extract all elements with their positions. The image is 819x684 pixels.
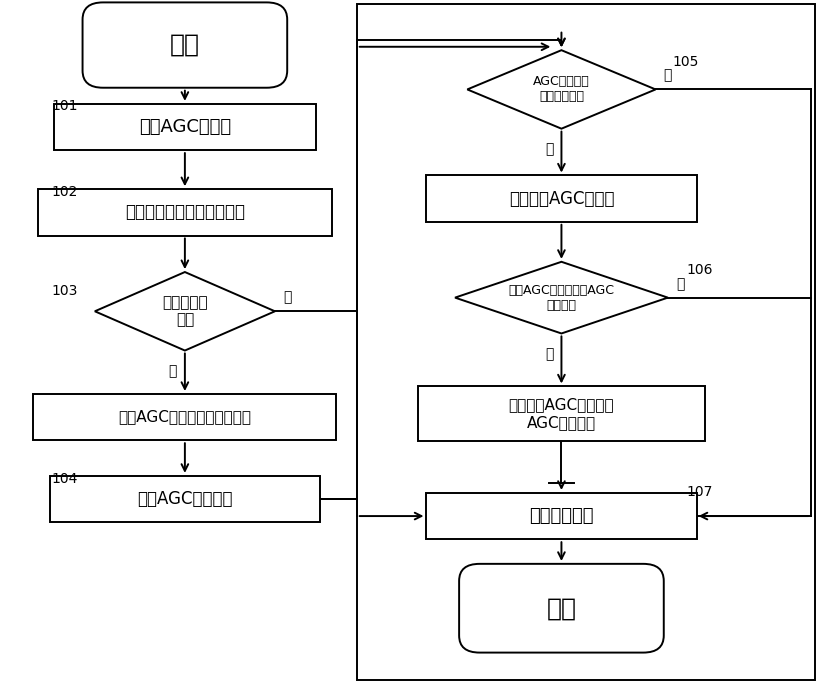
Text: 否: 否 (675, 277, 684, 291)
Text: 根据AGC增益值调整接收信号: 根据AGC增益值调整接收信号 (118, 410, 251, 425)
Text: 测量各频点信号的平均功率: 测量各频点信号的平均功率 (124, 203, 245, 222)
Text: 否: 否 (663, 68, 672, 83)
Polygon shape (455, 262, 667, 334)
Text: 计算AGC调整增量: 计算AGC调整增量 (137, 490, 233, 508)
FancyBboxPatch shape (418, 386, 704, 441)
Text: 107: 107 (686, 485, 713, 499)
Text: 106: 106 (686, 263, 713, 277)
Text: 101: 101 (52, 99, 78, 114)
Text: 是否为数据
信号: 是否为数据 信号 (162, 295, 207, 328)
FancyBboxPatch shape (50, 476, 319, 522)
Text: 是: 是 (168, 364, 177, 378)
Text: 103: 103 (52, 284, 78, 298)
Polygon shape (95, 272, 274, 350)
FancyBboxPatch shape (38, 189, 332, 235)
Polygon shape (467, 50, 654, 129)
Text: AGC调整增量
大于调整门限: AGC调整增量 大于调整门限 (532, 75, 589, 103)
Text: 开始: 开始 (170, 33, 200, 57)
FancyBboxPatch shape (426, 493, 695, 539)
Bar (356, 4, 814, 680)
Text: 设置新的AGC增益值为
AGC增益量程: 设置新的AGC增益值为 AGC增益量程 (508, 397, 613, 430)
Text: 104: 104 (52, 471, 78, 486)
Text: 设置AGC初始值: 设置AGC初始值 (138, 118, 231, 136)
FancyBboxPatch shape (34, 394, 336, 440)
Text: 是: 是 (545, 142, 553, 157)
Text: 102: 102 (52, 185, 78, 199)
FancyBboxPatch shape (54, 104, 315, 150)
Text: 是: 是 (545, 347, 553, 361)
FancyBboxPatch shape (426, 175, 695, 222)
Text: 105: 105 (671, 55, 698, 69)
Text: 设置新的AGC增益值: 设置新的AGC增益值 (508, 189, 613, 208)
Text: 新的AGC增益值大于AGC
增益量程: 新的AGC增益值大于AGC 增益量程 (508, 284, 613, 312)
Text: 否: 否 (283, 291, 291, 304)
Text: 结束: 结束 (545, 596, 576, 620)
FancyBboxPatch shape (83, 3, 287, 88)
Text: 输出接收信号: 输出接收信号 (528, 507, 593, 525)
FancyBboxPatch shape (459, 564, 663, 653)
